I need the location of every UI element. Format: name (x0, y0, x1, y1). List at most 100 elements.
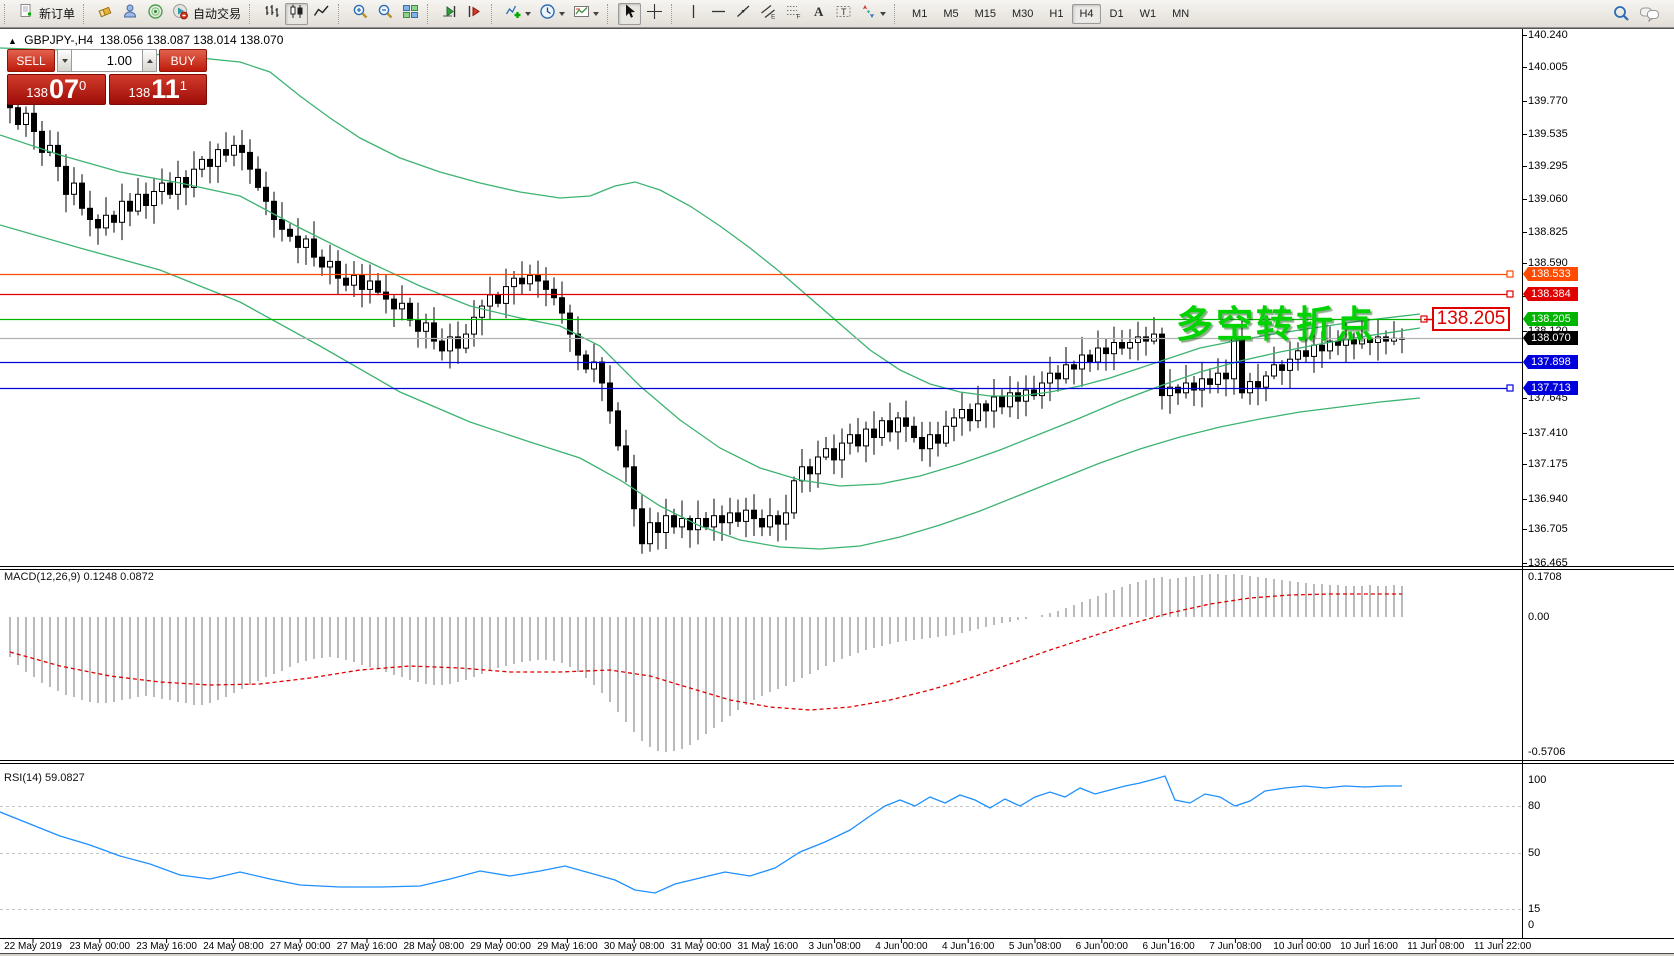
arrows-button[interactable] (857, 3, 889, 25)
eraser-button[interactable] (94, 3, 117, 25)
profile-button[interactable] (119, 3, 142, 25)
toolbar-separator (491, 3, 498, 24)
fibo-button[interactable]: F (782, 3, 805, 25)
price-tick-label: 139.060 (1528, 193, 1568, 205)
trendline-button[interactable] (732, 3, 755, 25)
price-tick-label: 137.175 (1528, 458, 1568, 470)
macd-label: MACD(12,26,9) 0.1248 0.0872 (4, 571, 154, 583)
time-axis-label: 22 May 2019 (4, 941, 62, 952)
indicators-icon (505, 3, 522, 25)
timeframe-m30-button[interactable]: M30 (1012, 7, 1034, 20)
periods-button[interactable] (536, 3, 568, 25)
macd-scale-label: -0.5706 (1528, 746, 1566, 758)
symbol-info[interactable]: ▲ GBPJPY-,H4 138.056 138.087 138.014 138… (8, 33, 283, 47)
timeframe-m5-button[interactable]: M5 (943, 7, 959, 20)
timeframe-m1-button[interactable]: M1 (912, 7, 928, 20)
templates-button[interactable] (570, 3, 602, 25)
timeframe-h1-button[interactable]: H1 (1049, 7, 1064, 20)
crosshair-icon (646, 3, 663, 25)
collapse-triangle-icon[interactable]: ▲ (8, 36, 17, 46)
window-bottom-edge (0, 953, 1674, 956)
hline-button[interactable] (707, 3, 730, 25)
price-tick-label: 138.825 (1528, 226, 1568, 238)
barchart-icon (263, 3, 280, 25)
hline-icon (710, 3, 727, 25)
zoom-in-button[interactable] (349, 3, 372, 25)
candle-chart-button[interactable] (285, 2, 309, 25)
sell-price-box[interactable]: 138 07 0 (7, 74, 106, 105)
symbol-ohlc: 138.056 138.087 138.014 138.070 (99, 33, 284, 47)
toolbar-separator (83, 3, 90, 24)
price-flag-label[interactable]: 138.205 (1432, 307, 1510, 331)
svg-text:E: E (771, 13, 776, 20)
time-axis-label: 10 Jun 16:00 (1340, 941, 1398, 952)
toolbar: 新订单 自动交易 E F A T M1 M5 M15 M30 H1 H4 D1 W1 MN (0, 0, 1674, 28)
toolbar-separator (4, 3, 11, 24)
svg-text:A: A (814, 4, 824, 19)
timeframe-mn-button[interactable]: MN (1172, 7, 1190, 20)
tile-windows-button[interactable] (399, 3, 422, 25)
time-axis-label: 11 Jun 08:00 (1407, 941, 1465, 952)
price-tick-label: 140.240 (1528, 29, 1568, 41)
price-tick-label: 139.535 (1528, 128, 1568, 140)
timeframe-m15-button[interactable]: M15 (974, 7, 996, 20)
buy-price-box[interactable]: 138 11 1 (108, 74, 207, 105)
time-axis-label: 31 May 00:00 (670, 941, 732, 952)
timeframe-h4-button[interactable]: H4 (1072, 3, 1101, 24)
time-axis-label: 4 Jun 00:00 (875, 941, 928, 952)
zoomin-icon (352, 3, 369, 25)
price-tick-label: 136.465 (1528, 557, 1568, 569)
rsi-scale-label: 50 (1528, 847, 1541, 859)
time-axis-label: 24 May 08:00 (203, 941, 264, 952)
buy-price-small: 138 (128, 85, 151, 100)
time-axis-label: 29 May 00:00 (470, 941, 531, 952)
price-badge: 138.070 (1523, 331, 1578, 345)
sell-price-small: 138 (26, 85, 48, 100)
timeframe-w1-button[interactable]: W1 (1139, 7, 1157, 20)
auto-scroll-button[interactable] (438, 3, 461, 25)
zoom-out-button[interactable] (374, 3, 397, 25)
signal-button[interactable] (144, 3, 167, 25)
text-button[interactable]: A (807, 3, 830, 25)
chat-icon[interactable] (1636, 3, 1663, 25)
search-icon[interactable] (1609, 3, 1634, 25)
rsi-scale-label: 0 (1528, 919, 1535, 931)
template-icon (573, 3, 590, 25)
time-axis-label: 27 May 00:00 (269, 941, 331, 952)
price-badge: 138.384 (1523, 287, 1578, 301)
new-order-button[interactable]: 新订单 (15, 3, 78, 25)
autotrade-button[interactable]: 自动交易 (169, 3, 244, 25)
autotrade-icon (172, 3, 189, 25)
chart-shift-button[interactable] (463, 3, 486, 25)
bar-chart-button[interactable] (260, 3, 283, 25)
channel-button[interactable]: E (757, 3, 780, 25)
chevron-down-icon (593, 11, 600, 16)
indicators-button[interactable] (502, 3, 534, 25)
arrows-icon (860, 3, 877, 25)
cursor-icon (621, 3, 638, 25)
vline-button[interactable] (682, 3, 705, 25)
timeframe-d1-button[interactable]: D1 (1109, 7, 1124, 20)
label-button[interactable]: T (832, 3, 855, 25)
time-axis-label: 31 May 16:00 (737, 941, 799, 952)
price-badge: 137.898 (1523, 355, 1578, 369)
line-chart-button[interactable] (310, 3, 333, 25)
price-tick-label: 137.645 (1528, 392, 1568, 404)
crosshair-button[interactable] (643, 3, 666, 25)
chevron-down-icon (525, 11, 532, 16)
svg-text:F: F (797, 13, 801, 20)
price-tick-label: 140.005 (1528, 61, 1568, 73)
time-axis-label: 29 May 16:00 (537, 941, 598, 952)
volume-increase-button[interactable] (142, 49, 157, 72)
volume-input[interactable]: 1.00 (72, 49, 142, 72)
buy-price-big: 11 (151, 74, 180, 104)
cursor-button[interactable] (618, 2, 642, 25)
chart-annotation-text[interactable]: 多空转折点 (1176, 304, 1376, 345)
one-click-trading-panel: SELL 1.00 BUY 138 07 0 138 11 1 (7, 49, 207, 105)
sell-price-sup: 0 (79, 78, 87, 93)
volume-decrease-button[interactable] (57, 49, 72, 72)
buy-button[interactable]: BUY (159, 49, 207, 72)
sell-button[interactable]: SELL (7, 49, 55, 72)
price-badge: 138.533 (1523, 267, 1578, 281)
